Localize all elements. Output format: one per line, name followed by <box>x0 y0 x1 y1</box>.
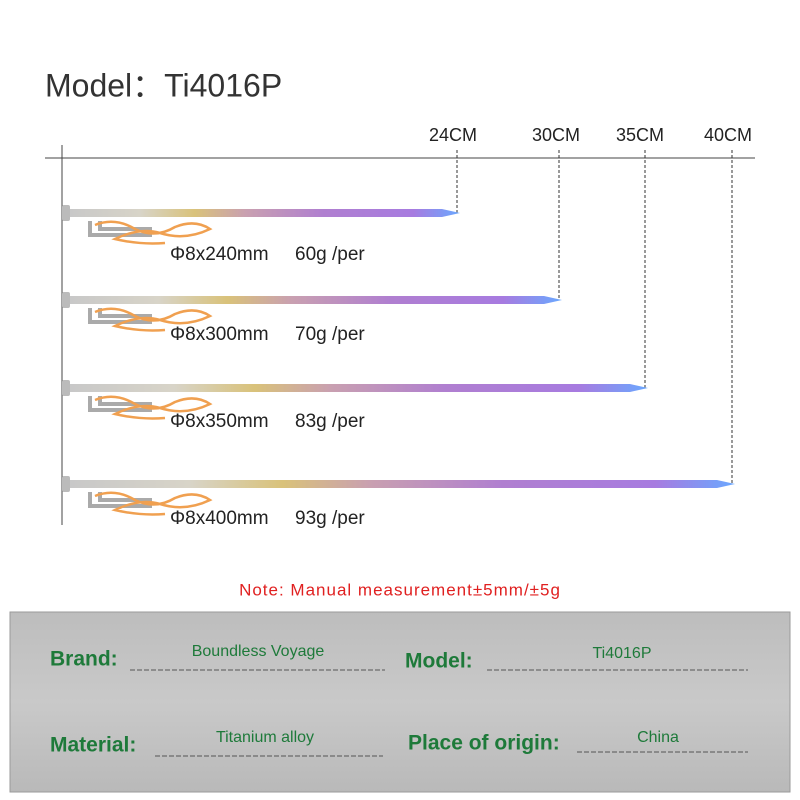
rope <box>94 395 213 420</box>
spec-label: Material: <box>50 734 136 757</box>
stake-size: Φ8x400mm <box>170 508 269 529</box>
stake-weight: 93g /per <box>295 508 365 529</box>
stake-body <box>70 480 735 488</box>
stake-head <box>62 380 70 396</box>
note: Note: Manual measurement±5mm/±5g <box>239 580 561 599</box>
stake-weight: 60g /per <box>295 244 365 265</box>
stake-head <box>62 205 70 221</box>
stake-weight: 83g /per <box>295 411 365 432</box>
spec-label: Place of origin: <box>408 732 560 755</box>
stake-body <box>70 384 648 392</box>
ruler-label: 35CM <box>616 125 664 145</box>
spec-box <box>9 611 791 793</box>
spec-value: Ti4016P <box>593 645 652 662</box>
title: Model：Ti4016P <box>45 67 282 103</box>
ruler-label: 30CM <box>532 125 580 145</box>
spec-label: Brand: <box>50 648 118 671</box>
stake-size: Φ8x350mm <box>170 411 269 432</box>
spec-label: Model: <box>405 650 473 673</box>
rope <box>94 220 213 245</box>
stake-size: Φ8x240mm <box>170 244 269 265</box>
stake-size: Φ8x300mm <box>170 324 269 345</box>
spec-value: China <box>637 729 679 746</box>
ruler-label: 40CM <box>704 125 752 145</box>
stake-head <box>62 292 70 308</box>
rope <box>94 307 213 332</box>
spec-value: Boundless Voyage <box>192 643 325 660</box>
rope <box>94 491 213 516</box>
stake-body <box>70 209 460 217</box>
stake-body <box>70 296 562 304</box>
ruler-label: 24CM <box>429 125 477 145</box>
stake-head <box>62 476 70 492</box>
stake-weight: 70g /per <box>295 324 365 345</box>
spec-value: Titanium alloy <box>216 729 314 746</box>
